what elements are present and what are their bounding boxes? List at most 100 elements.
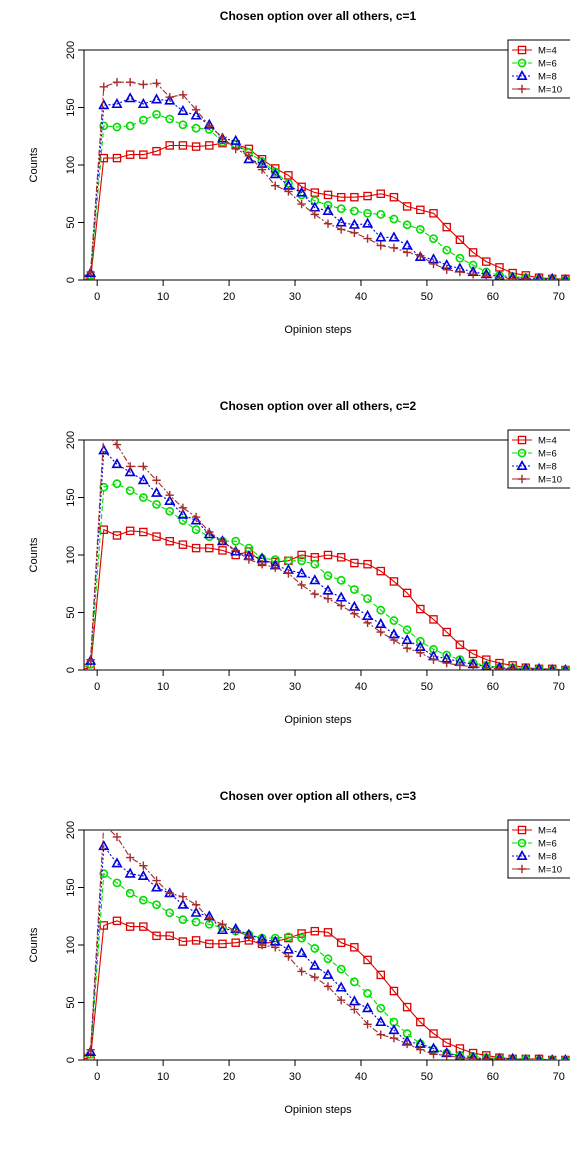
- data-point: [389, 577, 399, 586]
- series-line: [84, 81, 570, 280]
- data-point: [508, 664, 517, 670]
- x-tick-label: 60: [487, 291, 499, 303]
- data-point: [323, 982, 333, 991]
- data-point: [336, 225, 346, 234]
- data-point: [415, 224, 425, 234]
- data-point: [401, 239, 413, 250]
- chart-panel-3: Chosen over option all others, c=3 0 10 20 3…: [28, 789, 570, 1116]
- series-line: [84, 920, 570, 1060]
- data-point: [164, 94, 176, 105]
- data-point: [191, 900, 201, 909]
- x-tick-label: 30: [289, 291, 301, 303]
- data-point: [376, 970, 386, 980]
- data-point: [494, 661, 505, 670]
- data-point: [139, 150, 148, 159]
- legend-entry-label: M=6: [538, 449, 557, 460]
- legend-marker: [517, 84, 527, 94]
- data-point: [178, 892, 188, 901]
- data-point: [112, 440, 122, 449]
- legend-marker: [517, 435, 527, 445]
- data-point: [271, 943, 280, 952]
- data-point: [482, 257, 491, 266]
- data-point: [177, 508, 189, 519]
- data-point: [125, 526, 135, 536]
- data-point: [402, 202, 412, 211]
- data-point: [535, 662, 544, 670]
- series-M=8: [84, 92, 570, 280]
- y-tick-label: 50: [65, 216, 77, 228]
- data-point: [468, 270, 478, 279]
- data-point: [495, 273, 504, 280]
- series-M=4: [84, 916, 570, 1060]
- data-point: [152, 79, 161, 88]
- data-point: [231, 938, 240, 947]
- data-point: [137, 474, 149, 485]
- data-point: [86, 1045, 95, 1054]
- data-point: [362, 609, 374, 620]
- data-point: [125, 78, 135, 87]
- legend-marker: [517, 864, 527, 874]
- data-point: [191, 525, 201, 535]
- x-tick-label: 50: [421, 291, 433, 303]
- data-point: [416, 251, 425, 261]
- data-point: [231, 144, 240, 154]
- data-point: [177, 104, 189, 115]
- legend-marker: [517, 838, 527, 848]
- x-tick-label: 40: [355, 681, 367, 693]
- data-point: [521, 662, 530, 670]
- data-point: [429, 655, 438, 664]
- data-point: [218, 939, 227, 949]
- data-point: [336, 938, 346, 947]
- data-point: [402, 625, 412, 635]
- data-point: [534, 275, 544, 280]
- data-point: [348, 995, 360, 1006]
- data-point: [348, 218, 360, 229]
- data-point: [231, 927, 240, 936]
- chart-title: Chosen option over all others, c=2: [220, 399, 417, 413]
- y-tick-label: 0: [65, 1057, 77, 1063]
- data-point: [112, 153, 122, 163]
- data-point: [165, 931, 174, 941]
- data-point: [482, 663, 491, 670]
- data-point: [416, 1017, 425, 1027]
- data-point: [112, 832, 122, 842]
- data-point: [112, 479, 122, 489]
- data-point: [178, 503, 188, 513]
- data-point: [508, 1052, 517, 1060]
- series-M=10: [84, 830, 570, 1060]
- data-point: [429, 209, 438, 218]
- data-point: [376, 210, 386, 219]
- series-line: [84, 440, 570, 670]
- data-point: [310, 926, 320, 936]
- legend-marker: [517, 825, 527, 835]
- data-point: [137, 869, 149, 880]
- series-M=10: [84, 78, 570, 280]
- legend: M=4 M=6 M=8 M=10: [507, 39, 570, 99]
- data-point: [349, 977, 359, 987]
- data-point: [205, 914, 214, 923]
- data-point: [205, 141, 214, 150]
- data-point: [150, 486, 163, 497]
- y-tick-label: 150: [65, 488, 77, 506]
- data-point: [482, 272, 491, 280]
- y-tick-label: 200: [65, 41, 77, 59]
- data-point: [401, 634, 413, 645]
- data-point: [111, 857, 123, 868]
- legend-entry-label: M=4: [538, 46, 557, 57]
- y-tick-label: 0: [65, 277, 77, 283]
- data-point: [508, 1055, 517, 1060]
- data-point: [138, 493, 148, 502]
- data-point: [350, 943, 359, 952]
- y-tick-label: 100: [65, 546, 77, 564]
- data-point: [349, 206, 359, 216]
- y-axis-label: Counts: [28, 147, 40, 182]
- data-point: [296, 946, 308, 958]
- data-point: [429, 1029, 438, 1038]
- data-point: [86, 655, 95, 664]
- data-point: [297, 967, 306, 976]
- data-point: [362, 1002, 374, 1013]
- data-point: [336, 575, 346, 585]
- series-M=8: [84, 444, 570, 670]
- data-point: [521, 1055, 531, 1060]
- legend-entry-label: M=6: [538, 59, 557, 70]
